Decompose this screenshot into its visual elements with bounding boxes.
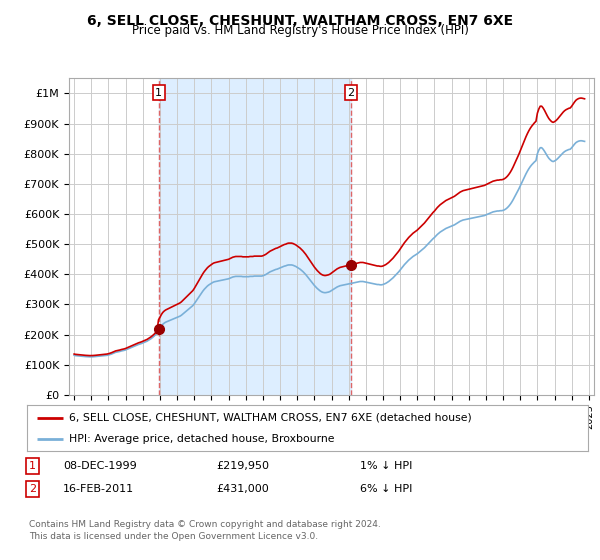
Text: Price paid vs. HM Land Registry's House Price Index (HPI): Price paid vs. HM Land Registry's House …: [131, 24, 469, 37]
Text: 16-FEB-2011: 16-FEB-2011: [63, 484, 134, 494]
Text: HPI: Average price, detached house, Broxbourne: HPI: Average price, detached house, Brox…: [69, 435, 335, 444]
Text: 6% ↓ HPI: 6% ↓ HPI: [360, 484, 412, 494]
Text: 6, SELL CLOSE, CHESHUNT, WALTHAM CROSS, EN7 6XE (detached house): 6, SELL CLOSE, CHESHUNT, WALTHAM CROSS, …: [69, 413, 472, 423]
Text: £431,000: £431,000: [216, 484, 269, 494]
Text: 2: 2: [29, 484, 36, 494]
Text: 1% ↓ HPI: 1% ↓ HPI: [360, 461, 412, 471]
Text: £219,950: £219,950: [216, 461, 269, 471]
Text: 08-DEC-1999: 08-DEC-1999: [63, 461, 137, 471]
Bar: [159, 78, 351, 395]
Text: 6, SELL CLOSE, CHESHUNT, WALTHAM CROSS, EN7 6XE: 6, SELL CLOSE, CHESHUNT, WALTHAM CROSS, …: [87, 14, 513, 28]
Text: Contains HM Land Registry data © Crown copyright and database right 2024.
This d: Contains HM Land Registry data © Crown c…: [29, 520, 380, 541]
Text: 2: 2: [347, 87, 354, 97]
Text: 1: 1: [29, 461, 36, 471]
Text: 1: 1: [155, 87, 162, 97]
